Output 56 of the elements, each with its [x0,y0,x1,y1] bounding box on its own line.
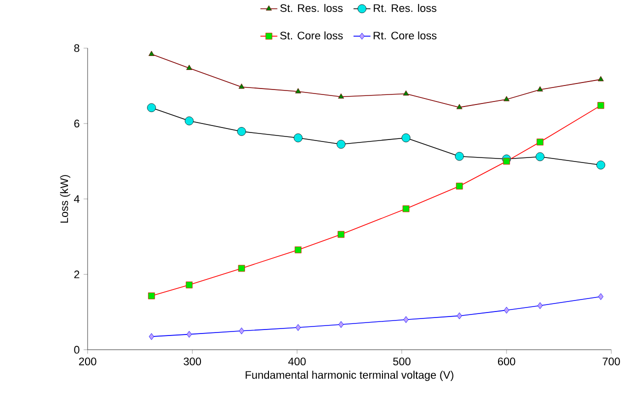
point [186,281,193,288]
x-tick-label: 200 [79,357,96,366]
point [456,104,462,109]
point [148,50,154,56]
point [237,126,246,136]
point [402,133,410,142]
point [455,152,464,161]
point [503,158,510,164]
legend-label: St. Core loss [280,31,343,40]
point [296,324,301,331]
point [294,246,302,254]
point [456,182,463,190]
point [338,320,344,328]
point [148,292,155,300]
point [536,138,544,146]
point [338,230,344,238]
point [148,332,154,340]
point [537,302,543,309]
point [295,88,302,94]
point [537,86,544,92]
point [596,160,606,170]
point [456,312,462,319]
x-tick-label: 400 [288,357,306,366]
point [338,93,344,98]
legend-label: Rt. Res. loss [374,4,436,12]
x-axis-title: Fundamental harmonic terminal voltage (V) [246,370,454,381]
point [536,152,544,161]
x-tick-label: 500 [393,357,410,366]
point [184,116,194,126]
legend-label: Rt. Core loss [374,31,436,40]
y-tick-label: 4 [74,194,80,202]
y-tick-label: 0 [74,346,80,354]
x-tick-label: 300 [184,357,202,366]
point [598,293,604,300]
point [147,103,156,112]
x-tick-label: 700 [602,357,620,366]
point [294,133,302,142]
point [238,83,245,89]
point [186,330,192,338]
y-tick-label: 6 [74,119,80,128]
point [504,96,510,101]
point [336,140,346,148]
point [597,102,604,109]
y-tick-label: 8 [74,44,80,52]
y-tick-label: 2 [74,270,80,278]
point [186,64,192,70]
point [403,316,409,323]
point [238,264,245,272]
point [504,306,510,314]
point [402,205,410,212]
point [598,76,604,81]
y-axis-title: Loss (kW) [60,174,70,222]
legend-label: St. Res. loss [280,4,343,12]
x-tick-label: 600 [498,357,516,366]
point [403,90,409,96]
point [238,327,244,334]
